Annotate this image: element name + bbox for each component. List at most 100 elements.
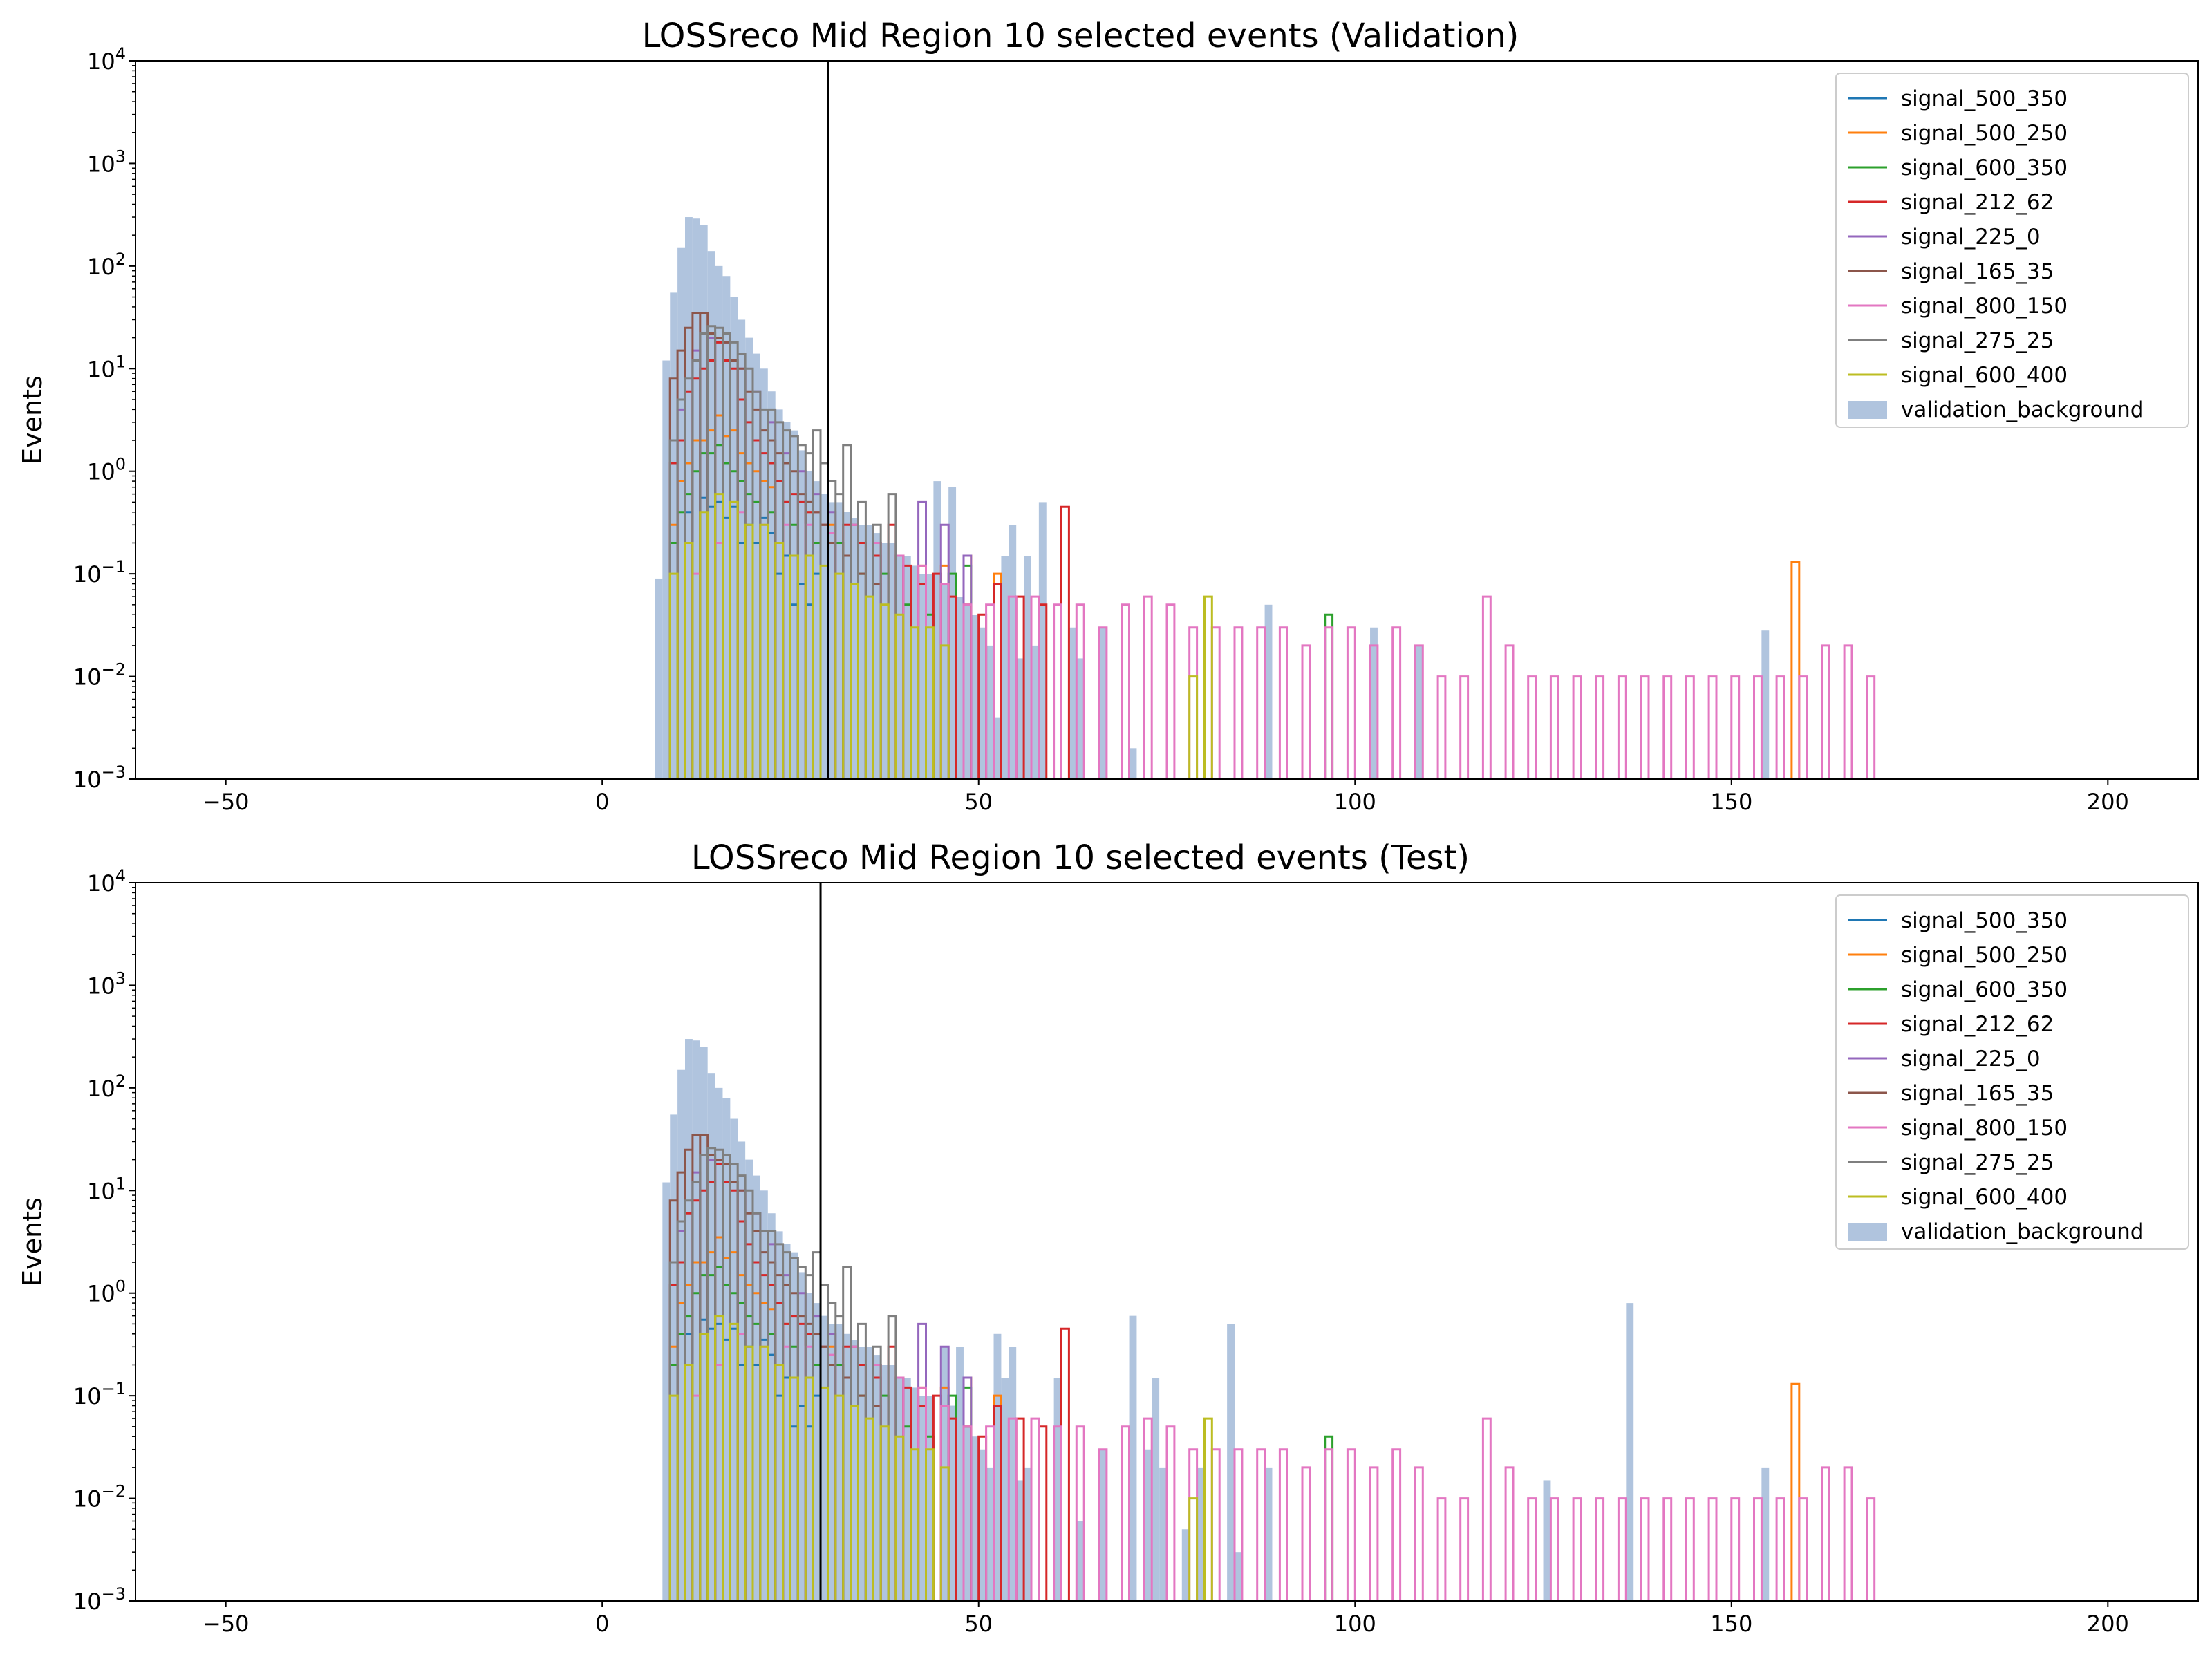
- background-bar: [963, 1426, 971, 1601]
- background-bar: [767, 391, 776, 779]
- background-bar: [873, 1355, 881, 1601]
- background-bar: [662, 1182, 671, 1601]
- legend-label: signal_500_350: [1901, 86, 2068, 111]
- y-tick-label: 10−1: [73, 557, 126, 588]
- background-bar: [1076, 1521, 1085, 1601]
- background-bar: [722, 1098, 731, 1601]
- background-bar: [1415, 645, 1423, 779]
- background-bar: [986, 645, 994, 779]
- background-bar: [745, 1159, 753, 1601]
- background-bar: [821, 1315, 828, 1601]
- background-bar: [993, 1333, 1002, 1601]
- background-bar: [738, 319, 746, 779]
- legend-swatch: [1848, 401, 1887, 419]
- legend-label: signal_600_350: [1901, 156, 2068, 180]
- background-bar: [858, 1347, 866, 1601]
- legend-label: signal_500_250: [1901, 943, 2068, 968]
- background-bar: [963, 604, 971, 779]
- background-bar: [692, 1040, 700, 1601]
- legend-label: signal_500_350: [1901, 908, 2068, 933]
- background-bar: [1626, 1303, 1634, 1601]
- background-bar: [798, 1272, 806, 1601]
- background-bar: [1098, 627, 1107, 779]
- background-bar: [865, 1347, 874, 1601]
- plot-frame: [135, 882, 2199, 1602]
- y-tick-label: 103: [87, 968, 126, 999]
- background-bar: [782, 1244, 791, 1601]
- background-bar: [888, 543, 896, 779]
- series-signal_165_35: [668, 1134, 882, 1601]
- x-tick-label: 50: [964, 1611, 993, 1637]
- background-bar: [1761, 630, 1770, 779]
- background-bar: [881, 543, 889, 779]
- x-tick-label: 100: [1334, 1611, 1376, 1637]
- y-tick-label: 104: [87, 44, 126, 75]
- background-bar: [677, 247, 686, 779]
- background-bar: [1016, 658, 1024, 779]
- background-bar: [722, 276, 731, 779]
- legend-frame: [1835, 894, 2189, 1250]
- legend-label: validation_background: [1901, 1219, 2144, 1244]
- background-bar: [1024, 556, 1031, 779]
- background-bar: [986, 1467, 994, 1601]
- background-bar: [903, 556, 911, 779]
- background-bar: [700, 1047, 708, 1601]
- background-bar: [827, 502, 836, 779]
- legend-label: signal_225_0: [1901, 225, 2041, 250]
- background-bar: [843, 1333, 851, 1601]
- background-bar: [730, 1118, 738, 1601]
- background-bar: [903, 1378, 911, 1601]
- background-bar: [715, 1087, 723, 1601]
- background-bar: [1543, 1480, 1551, 1601]
- plot-frame: [135, 60, 2199, 780]
- background-bar: [888, 1365, 896, 1601]
- y-tick-label: 103: [87, 147, 126, 177]
- background-bar: [1159, 1467, 1167, 1601]
- background-bar: [926, 574, 934, 779]
- background-bar: [655, 578, 663, 779]
- background-bar: [956, 1347, 964, 1601]
- background-bar: [948, 487, 957, 779]
- chart-panel-1: −50 0 50 100 150 200 10−3 10−2 10−1 100 101 102 103 1…: [17, 838, 2199, 1637]
- background-bar: [662, 360, 671, 779]
- background-bar: [918, 1396, 926, 1601]
- x-tick-label: 200: [2087, 1611, 2129, 1637]
- background-bar: [1370, 627, 1378, 779]
- x-tick-label: −50: [203, 789, 250, 815]
- background-bar: [1129, 1315, 1137, 1601]
- background-bar: [1152, 1378, 1160, 1601]
- legend: signal_500_350 signal_500_250 signal_600_3…: [1835, 73, 2189, 428]
- background-bar: [685, 217, 693, 779]
- y-axis-label: Events: [17, 375, 48, 465]
- chart-title: LOSSreco Mid Region 10 selected events (…: [642, 17, 1519, 55]
- series-signal_275_25: [668, 325, 897, 779]
- background-bar: [738, 1141, 746, 1601]
- background-bar: [1264, 1467, 1273, 1601]
- background-bar: [745, 337, 753, 779]
- background-bar: [1009, 525, 1017, 779]
- legend-label: signal_165_35: [1901, 259, 2054, 284]
- series-signal_600_350: [668, 444, 1334, 779]
- legend-label: signal_500_250: [1901, 121, 2068, 146]
- background-bar: [1016, 1480, 1024, 1601]
- background-bar: [850, 518, 859, 779]
- background-bar: [895, 556, 903, 779]
- background-bar: [1076, 658, 1085, 779]
- background-bar: [1761, 1467, 1770, 1601]
- legend-label: signal_800_150: [1901, 294, 2068, 319]
- legend-label: signal_212_62: [1901, 190, 2054, 215]
- background-bar: [670, 292, 678, 779]
- x-tick-label: 150: [1710, 789, 1752, 815]
- legend-swatch: [1848, 1223, 1887, 1241]
- background-bar: [798, 450, 806, 779]
- plot-area: [655, 61, 1876, 779]
- background-bar: [775, 1231, 783, 1601]
- background-bar: [843, 512, 851, 779]
- y-tick-label: 101: [87, 352, 126, 382]
- background-bar: [813, 481, 821, 779]
- background-bar: [978, 1449, 986, 1601]
- legend-label: signal_600_400: [1901, 363, 2068, 388]
- y-tick-label: 10−3: [73, 762, 126, 793]
- background-bar: [1053, 1378, 1062, 1601]
- background-bar: [873, 533, 881, 779]
